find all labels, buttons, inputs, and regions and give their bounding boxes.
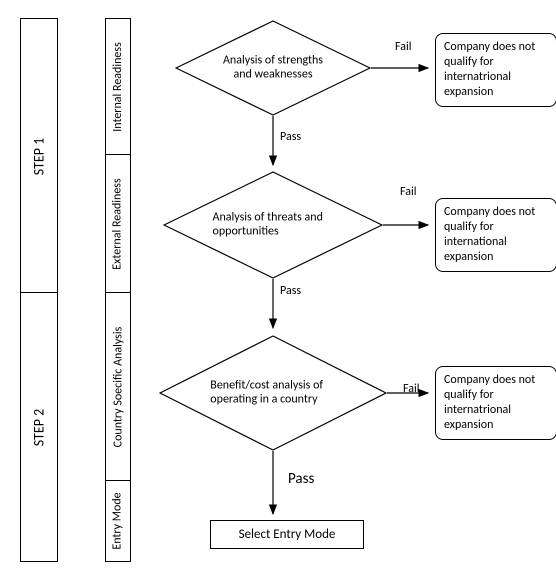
decision-text: Analysis of strengths and weaknesses xyxy=(219,54,327,83)
edge-label: Pass xyxy=(280,130,301,144)
result-r3: Company does not qualify for internatrio… xyxy=(435,366,556,440)
terminal-select-entry-mode: Select Entry Mode xyxy=(210,520,364,549)
step-label: STEP 2 xyxy=(31,408,48,446)
edge-label: Fail xyxy=(400,185,416,199)
phase-box-internal: Internal Readiness xyxy=(105,18,131,156)
phase-label: Entry Mode xyxy=(111,492,125,549)
step-box-step1: STEP 1 xyxy=(20,18,58,294)
edge-label: Fail xyxy=(403,382,419,396)
edge-label: Pass xyxy=(288,470,314,488)
phase-box-country: Country Soecific Analysis xyxy=(105,292,131,482)
phase-box-external: External Readiness xyxy=(105,154,131,294)
phase-label: External Readiness xyxy=(111,178,125,269)
result-r1: Company does not qualify for internatrio… xyxy=(435,33,556,107)
decision-d3: Benefit/cost analysis of operating in a … xyxy=(159,335,387,451)
flowchart-canvas: STEP 1 STEP 2 Internal Readiness External R… xyxy=(0,0,556,574)
step-box-step2: STEP 2 xyxy=(20,292,58,562)
step-label: STEP 1 xyxy=(31,137,48,175)
decision-text: Benefit/cost analysis of operating in a … xyxy=(210,379,335,408)
edge-label: Fail xyxy=(395,40,411,54)
phase-label: Country Soecific Analysis xyxy=(111,327,125,448)
decision-text: Analysis of threats and opportunities xyxy=(213,211,334,240)
decision-d2: Analysis of threats and opportunities xyxy=(163,171,383,279)
result-r2: Company does not qualify for internation… xyxy=(435,198,556,272)
edge-label: Pass xyxy=(280,284,301,298)
decision-d1: Analysis of strengths and weaknesses xyxy=(175,20,371,116)
phase-label: Internal Readiness xyxy=(111,42,125,132)
phase-box-entry: Entry Mode xyxy=(105,480,131,562)
